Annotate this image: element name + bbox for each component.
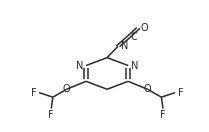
Text: C: C xyxy=(131,32,138,42)
Text: F: F xyxy=(31,88,37,98)
Text: N: N xyxy=(76,61,83,70)
Text: F: F xyxy=(178,88,183,98)
Text: F: F xyxy=(160,110,166,120)
Text: O: O xyxy=(144,84,151,94)
Text: N: N xyxy=(131,61,138,70)
Text: O: O xyxy=(141,23,149,33)
Text: O: O xyxy=(63,84,70,94)
Text: F: F xyxy=(48,110,54,120)
Text: N: N xyxy=(121,41,128,51)
